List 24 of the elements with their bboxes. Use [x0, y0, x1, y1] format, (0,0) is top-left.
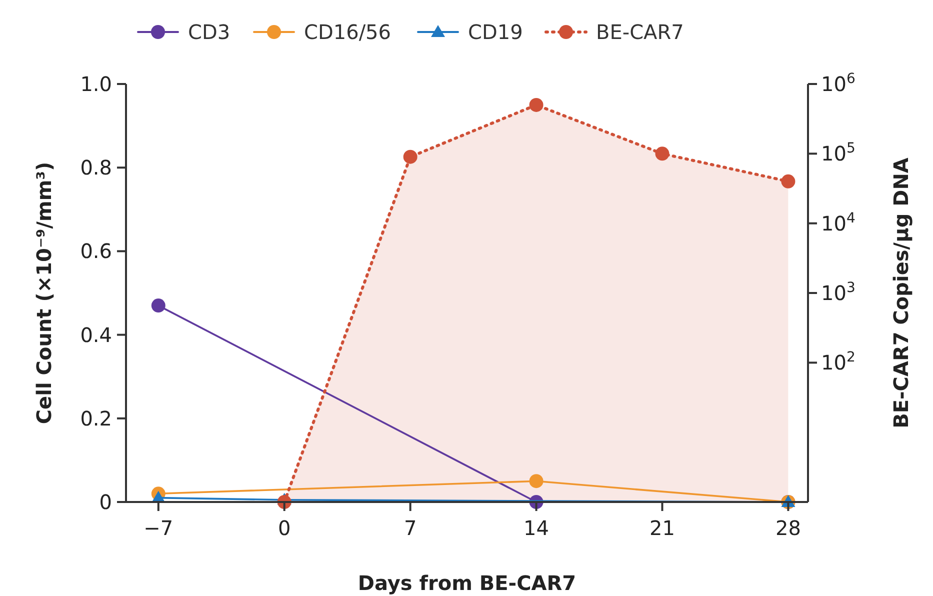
- legend-label: BE-CAR7: [596, 20, 684, 44]
- y2-axis-title: BE-CAR7 Copies/µg DNA: [889, 157, 913, 428]
- y2-tick-label: 10$^{3}$: [821, 280, 856, 305]
- y2-tick-label: 10$^{5}$: [821, 140, 856, 166]
- y-tick-label: 0.8: [80, 156, 112, 180]
- legend-label: CD19: [468, 20, 523, 44]
- x-tick-label: −7: [144, 516, 174, 540]
- legend-label: CD3: [188, 20, 230, 44]
- y2-tick-label: 10$^{4}$: [821, 210, 856, 236]
- y-tick-label: 0.6: [80, 239, 112, 264]
- x-tick-label: 28: [775, 516, 801, 540]
- legend-label: CD16/56: [304, 20, 392, 44]
- y2-tick-label: 10$^{6}$: [821, 71, 856, 96]
- x-tick-label: 14: [524, 516, 550, 540]
- x-axis-title: Days from BE-CAR7: [358, 571, 576, 595]
- x-tick-label: 21: [650, 516, 675, 540]
- y-tick-label: 0.4: [80, 322, 112, 347]
- y-tick-label: 1.0: [80, 72, 112, 96]
- x-tick-label: 7: [404, 516, 417, 540]
- x-tick-label: 0: [278, 516, 291, 540]
- y-tick-label: 0: [99, 490, 112, 514]
- y-tick-label: 0.2: [80, 406, 112, 430]
- y-axis-title: Cell Count (×10⁻⁹/mm³): [32, 162, 56, 424]
- y2-tick-label: 10$^{2}$: [821, 350, 856, 375]
